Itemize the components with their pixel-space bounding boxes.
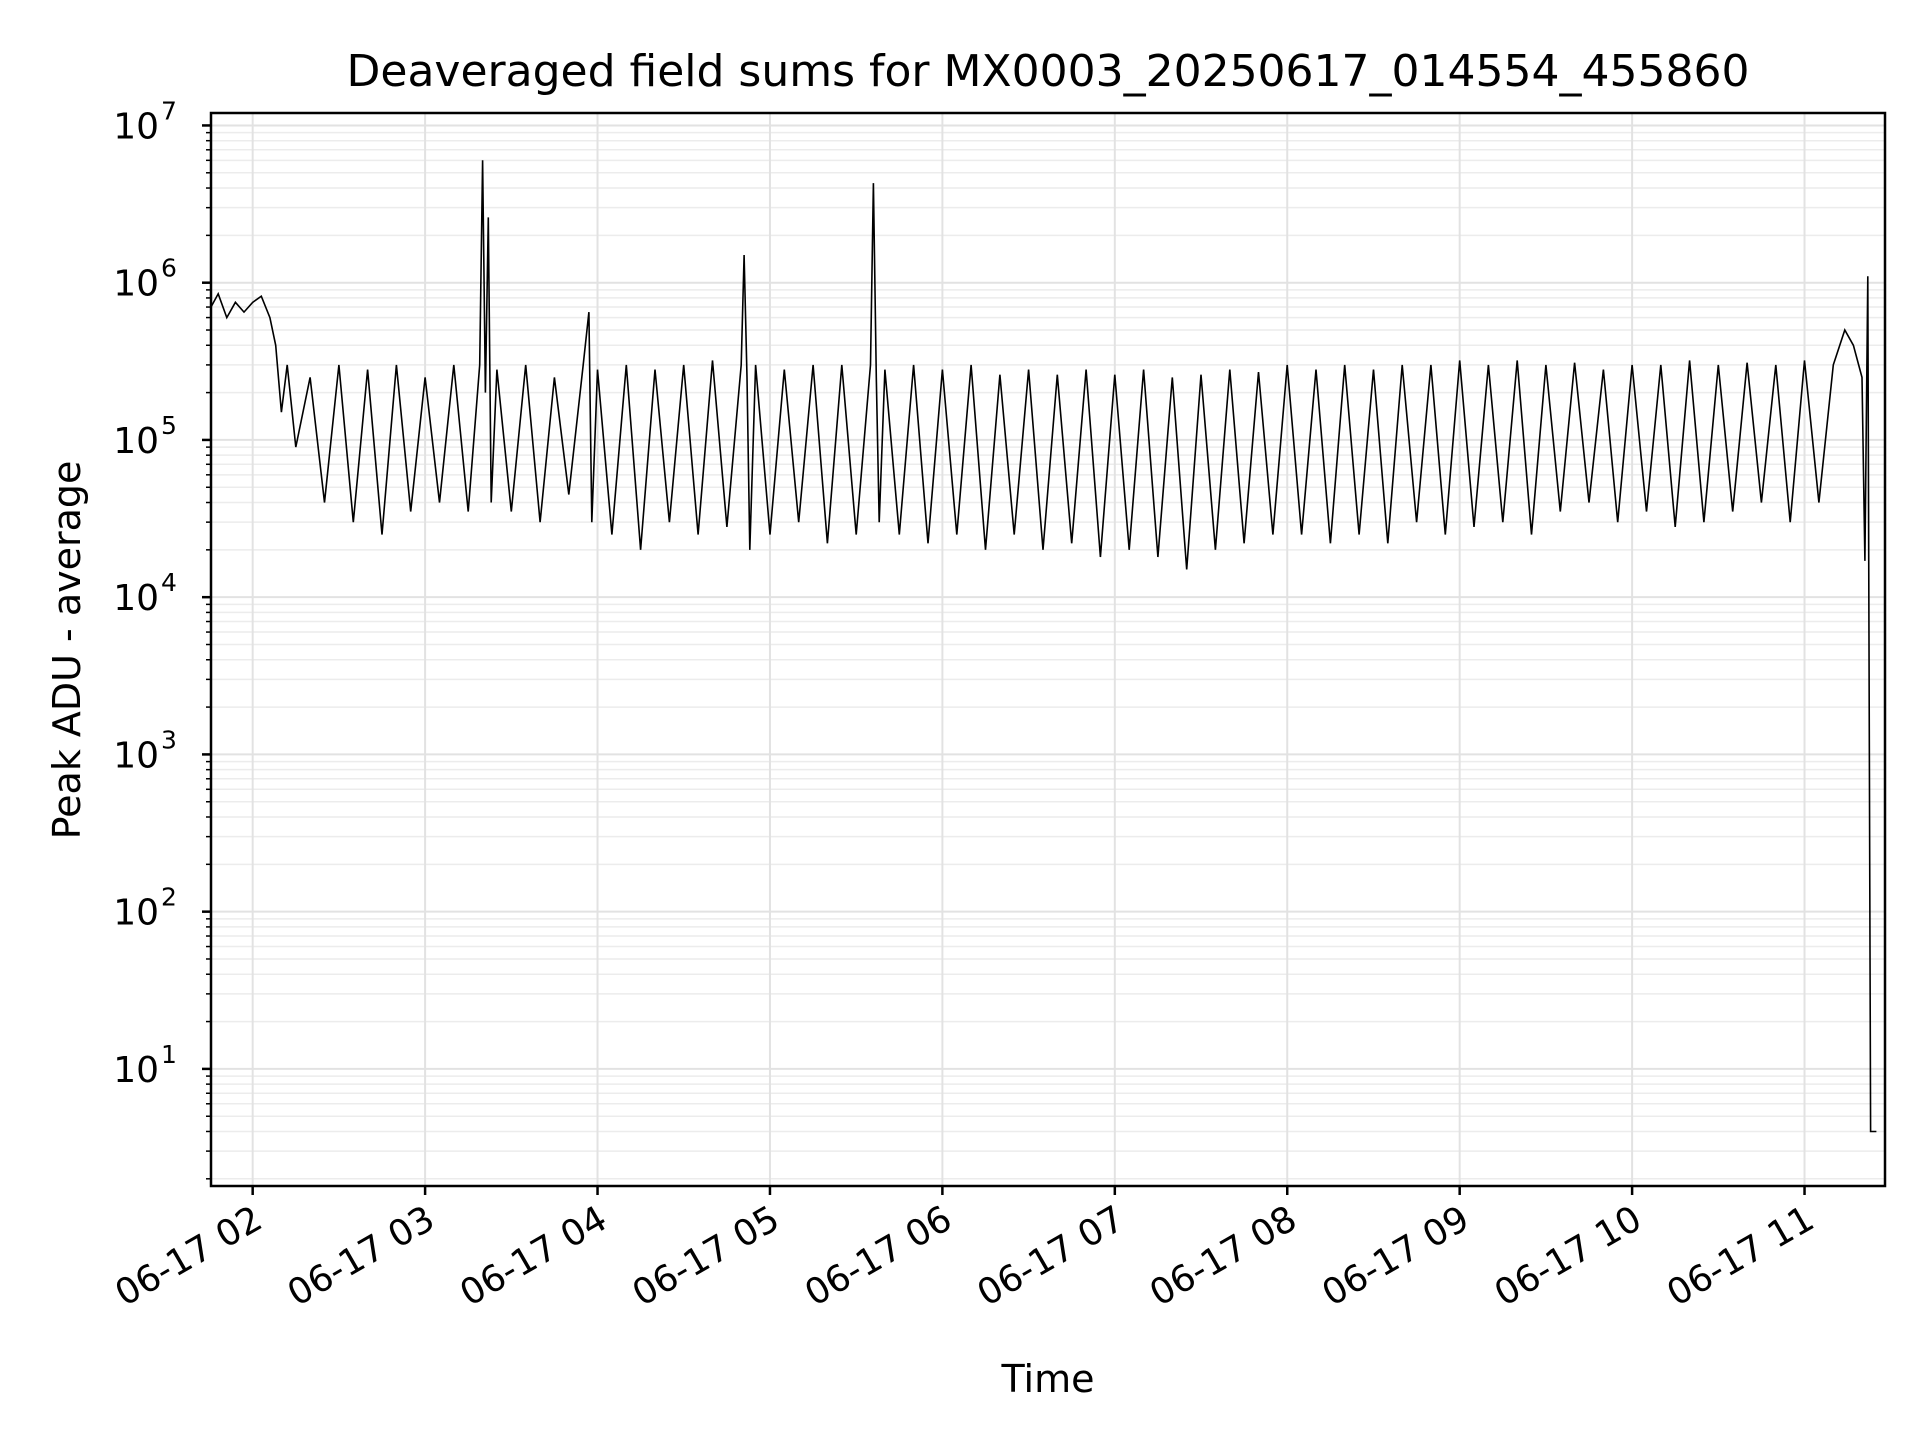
x-axis-label: Time bbox=[1001, 1357, 1095, 1401]
y-tick-label: 10 bbox=[113, 578, 159, 619]
y-tick-label: 10 bbox=[113, 893, 159, 934]
series-line bbox=[210, 160, 1877, 1133]
y-tick-label: 10 bbox=[113, 264, 159, 305]
y-tick-label: 10 bbox=[113, 421, 159, 462]
y-tick-label-exponent: 3 bbox=[161, 725, 177, 754]
y-tick-label-exponent: 4 bbox=[161, 568, 177, 597]
y-tick-label-exponent: 2 bbox=[161, 883, 177, 912]
y-tick-label-exponent: 6 bbox=[161, 254, 177, 283]
series-layer bbox=[210, 160, 1877, 1133]
y-tick-label-exponent: 7 bbox=[161, 96, 177, 125]
plot-frame bbox=[209, 111, 1887, 1188]
grid bbox=[211, 113, 1885, 1186]
y-tick-label: 10 bbox=[113, 106, 159, 147]
y-axis-label: Peak ADU - average bbox=[45, 461, 89, 840]
chart-title: Deaveraged field sums for MX0003_2025061… bbox=[347, 46, 1750, 97]
y-tick-label: 10 bbox=[113, 735, 159, 776]
y-tick-label-exponent: 5 bbox=[161, 411, 177, 440]
y-tick-label-exponent: 1 bbox=[161, 1040, 177, 1069]
y-tick-label: 10 bbox=[113, 1050, 159, 1091]
